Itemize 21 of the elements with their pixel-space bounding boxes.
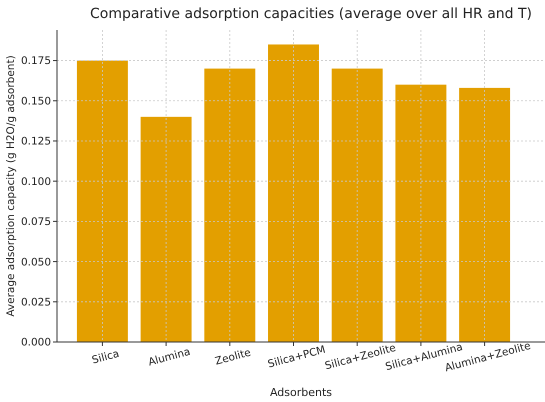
x-tick-label: Silica — [90, 348, 121, 366]
chart-title: Comparative adsorption capacities (average over all HR and T) — [90, 6, 532, 22]
bar — [268, 44, 319, 342]
y-tick-label: 0.125 — [20, 136, 51, 148]
y-tick-label: 0.050 — [20, 256, 51, 268]
bar — [204, 68, 256, 342]
y-tick-label: 0.175 — [20, 55, 51, 68]
x-tick-label: Alumina — [147, 346, 192, 368]
bar — [395, 84, 446, 342]
bar — [459, 88, 510, 342]
x-tick-label: Zeolite — [214, 346, 252, 368]
bar — [76, 60, 128, 342]
y-tick-label: 0.100 — [20, 176, 51, 188]
y-tick-label: 0.150 — [20, 95, 51, 108]
y-axis-title: Average adsorption capacity (g H2O/g adsorbent) — [5, 55, 17, 317]
x-axis-title: Adsorbents — [270, 386, 332, 399]
y-tick-label: 0.075 — [20, 216, 51, 228]
bar — [140, 116, 192, 342]
y-tick-label: 0.000 — [20, 336, 51, 349]
bar — [332, 68, 383, 342]
y-tick-label: 0.025 — [20, 296, 51, 308]
